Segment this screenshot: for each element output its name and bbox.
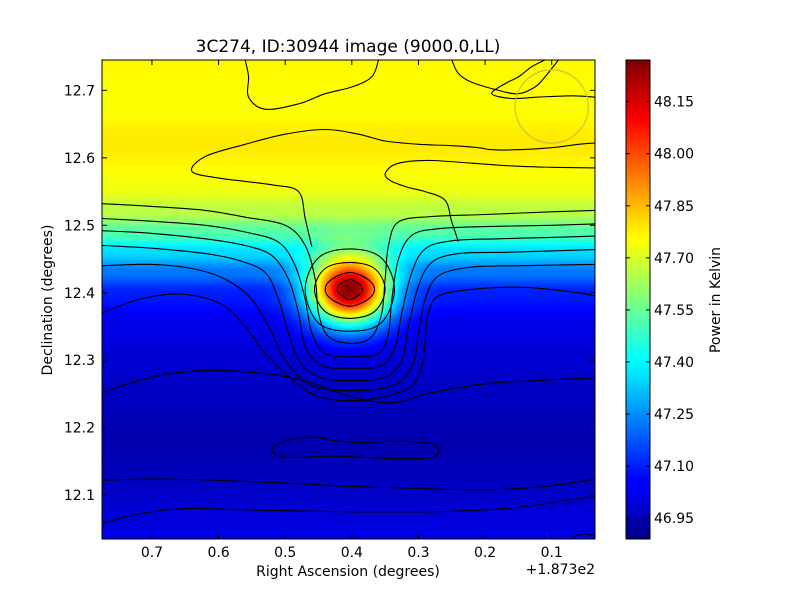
contour-line-2	[102, 217, 595, 358]
contour-line-16	[244, 60, 380, 110]
y-axis-label: Declination (degrees)	[40, 225, 56, 376]
contour-line-9	[102, 495, 595, 525]
colorbar-tick-label: 47.70	[654, 251, 694, 267]
contour-line-7	[102, 369, 595, 404]
contour-line-3	[102, 230, 595, 369]
y-tick-label: 12.6	[64, 151, 95, 167]
x-axis-ticks: 0.7 0.6 0.5 0.4 0.3 0.2 0.1	[141, 60, 563, 561]
contour-line-14	[304, 248, 396, 332]
colorbar-tick-label: 47.85	[654, 199, 694, 215]
contour-line-15	[336, 278, 364, 301]
contour-line-11	[571, 533, 595, 538]
x-axis-label: Right Ascension (degrees)	[256, 564, 440, 580]
contour-line-17	[451, 60, 559, 95]
colorbar-gradient	[625, 59, 651, 540]
colorbar-tick-label: 47.25	[654, 407, 694, 423]
contour-line-18	[491, 60, 595, 100]
colorbar-tick-label: 47.10	[654, 459, 694, 475]
x-tick-label: 0.3	[407, 545, 429, 561]
contour-line-8	[102, 478, 595, 491]
plot-frame	[101, 59, 596, 540]
y-tick-label: 12.1	[64, 488, 95, 504]
contour-line-1	[102, 203, 595, 344]
colorbar-tick-label: 48.15	[654, 95, 694, 111]
colorbar-tick-label: 47.55	[654, 303, 694, 319]
y-tick-label: 12.3	[64, 353, 95, 369]
colorbar-tick-label: 48.00	[654, 147, 694, 163]
contour-lines	[102, 60, 595, 538]
x-tick-label: 0.2	[474, 545, 496, 561]
x-tick-label: 0.4	[341, 545, 363, 561]
contour-line-13	[313, 261, 386, 319]
beam-circle-layer	[514, 69, 589, 144]
x-tick-label: 0.1	[541, 545, 563, 561]
colorbar-tick-label: 47.40	[654, 355, 694, 371]
y-axis-ticks: 12.7 12.6 12.5 12.4 12.3 12.2 12.1	[64, 83, 595, 504]
y-tick-label: 12.2	[64, 421, 95, 437]
contour-line-4	[102, 244, 595, 382]
beam-circle	[514, 69, 589, 144]
x-tick-label: 0.7	[141, 545, 163, 561]
y-tick-label: 12.5	[64, 218, 95, 234]
x-tick-label: 0.5	[274, 545, 296, 561]
x-axis-offset-label: +1.873e2	[526, 562, 595, 578]
y-tick-label: 12.4	[64, 286, 95, 302]
colorbar-tick-label: 46.95	[654, 511, 694, 527]
y-tick-label: 12.7	[64, 83, 95, 99]
colorbar-label: Power in Kelvin	[708, 247, 724, 353]
contour-line-20	[384, 159, 595, 242]
contour-line-6	[102, 286, 595, 402]
colorbar: 48.15 48.00 47.85 47.70 47.55 47.40 47.25 47.10…	[625, 59, 724, 540]
plot-area: 0.7 0.6 0.5 0.4 0.3 0.2 0.1 12.712.612.512.412…	[64, 59, 596, 561]
contour-line-5	[102, 263, 595, 392]
chart-title: 3C274, ID:30944 image (9000.0,LL)	[196, 37, 501, 57]
contour-line-19	[190, 128, 595, 248]
colorbar-ticks: 48.15 48.00 47.85 47.70 47.55 47.40 47.25 47.10…	[626, 95, 694, 527]
contour-line-10	[271, 436, 439, 460]
contour-line-12	[324, 271, 376, 307]
x-tick-label: 0.6	[207, 545, 229, 561]
